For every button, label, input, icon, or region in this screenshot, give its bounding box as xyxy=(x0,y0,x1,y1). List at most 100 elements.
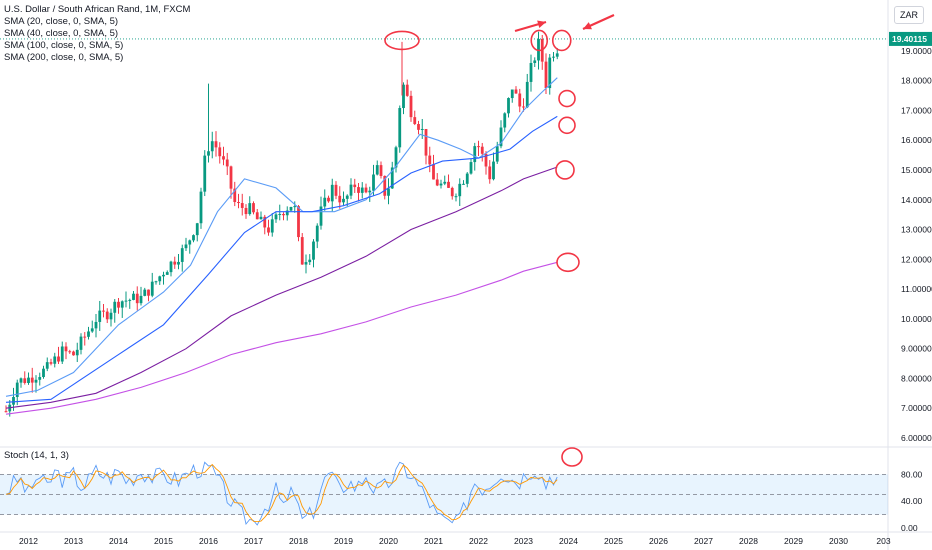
candle-body xyxy=(237,202,240,204)
legend-sma100[interactable]: SMA (100, close, 0, SMA, 5) xyxy=(4,40,124,51)
candle-body xyxy=(53,356,57,364)
candles xyxy=(4,31,559,417)
stoch-d-line[interactable] xyxy=(5,463,558,523)
annotation-arrowhead xyxy=(537,20,546,29)
time-tick-label: 2014 xyxy=(109,536,128,546)
sma100-line[interactable] xyxy=(5,166,558,409)
time-tick-label: 2015 xyxy=(154,536,173,546)
annotation-circle[interactable] xyxy=(558,116,576,135)
stoch-legend[interactable]: Stoch (14, 1, 3) xyxy=(4,450,69,461)
legend-sma200[interactable]: SMA (200, close, 0, SMA, 5) xyxy=(4,52,124,63)
candle-body xyxy=(492,161,495,180)
candle-body xyxy=(102,310,105,312)
candle-body xyxy=(424,128,428,156)
stoch-k-line[interactable] xyxy=(5,461,558,526)
candle-body xyxy=(214,141,218,148)
price-tick-label: 8.00000 xyxy=(901,373,932,383)
drawing-annotations[interactable] xyxy=(384,13,615,467)
last-price-box xyxy=(889,31,932,46)
candle-body xyxy=(225,159,229,167)
currency-badge[interactable]: ZAR xyxy=(894,6,924,24)
candle-body xyxy=(345,195,349,199)
candle-body xyxy=(135,293,139,304)
candle-body xyxy=(184,244,188,249)
time-tick-label: 203 xyxy=(876,536,890,546)
candle-body xyxy=(158,276,162,282)
annotation-circle[interactable] xyxy=(551,29,572,52)
candle-body xyxy=(30,377,34,383)
stoch-tick-label: 40.00 xyxy=(901,496,923,506)
candle-body xyxy=(79,336,83,350)
candle-body xyxy=(330,184,334,202)
candle-body xyxy=(304,262,308,265)
annotation-circle[interactable] xyxy=(384,30,420,51)
candle-body xyxy=(394,147,398,168)
candle-body xyxy=(518,93,522,107)
candle-body xyxy=(484,153,488,167)
candle-body xyxy=(12,396,15,405)
candle-body xyxy=(552,56,555,58)
candle-body xyxy=(555,53,559,57)
candle-body xyxy=(42,368,45,378)
candle-body xyxy=(244,207,248,215)
annotation-circle[interactable] xyxy=(558,89,576,108)
candle-body xyxy=(154,281,158,283)
price-axis[interactable]: 19.00000 18.00000 17.00000 16.00000 15.00000… xyxy=(901,46,932,443)
candle-body xyxy=(297,206,300,238)
candle-body xyxy=(465,173,469,184)
candle-body xyxy=(113,301,117,313)
candle-body xyxy=(413,117,417,125)
candle-body xyxy=(263,216,267,228)
candle-body xyxy=(173,261,177,265)
time-tick-label: 2018 xyxy=(289,536,308,546)
candle-body xyxy=(368,190,372,193)
price-tick-label: 15.00000 xyxy=(901,165,932,175)
candle-body xyxy=(90,328,94,332)
price-tick-label: 12.00000 xyxy=(901,254,932,264)
candle-body xyxy=(147,289,150,296)
annotation-circle[interactable] xyxy=(561,447,583,467)
candle-body xyxy=(447,181,450,188)
sma20-line[interactable] xyxy=(5,77,558,397)
candle-body xyxy=(432,164,435,180)
candle-body xyxy=(375,165,379,175)
candle-body xyxy=(428,155,432,165)
legend-sma20[interactable]: SMA (20, close, 0, SMA, 5) xyxy=(4,16,119,27)
sma200-line[interactable] xyxy=(5,261,558,415)
candle-body xyxy=(402,84,405,109)
candle-body xyxy=(222,156,225,160)
stoch-axis[interactable]: 80.00 40.00 0.00 xyxy=(901,469,923,533)
candle-body xyxy=(252,203,255,213)
candle-body xyxy=(342,198,345,203)
annotation-circle[interactable] xyxy=(556,252,580,273)
time-axis[interactable]: 2012 2013 2014 2015 2016 2017 2018 2019 2020 2021… xyxy=(19,536,891,546)
candle-body xyxy=(372,174,375,191)
sma40-line[interactable] xyxy=(5,115,558,403)
candle-body xyxy=(72,351,75,356)
annotation-circle[interactable] xyxy=(555,160,575,180)
candle-body xyxy=(19,378,23,383)
candle-body xyxy=(49,362,53,364)
candle-body xyxy=(109,312,113,320)
candle-body xyxy=(83,336,87,338)
candle-body xyxy=(529,62,533,82)
candle-body xyxy=(477,146,480,148)
annotation-circle[interactable] xyxy=(530,29,549,52)
candle-body xyxy=(514,89,518,94)
time-tick-label: 2013 xyxy=(64,536,83,546)
legend-sma40[interactable]: SMA (40, close, 0, SMA, 5) xyxy=(4,28,119,39)
candle-body xyxy=(379,165,383,176)
candle-body xyxy=(319,206,323,226)
candle-body xyxy=(169,261,173,273)
candle-body xyxy=(387,188,390,196)
candle-body xyxy=(507,98,510,114)
candle-body xyxy=(312,241,315,260)
candle-body xyxy=(199,191,203,224)
time-tick-label: 2029 xyxy=(784,536,803,546)
candle-body xyxy=(27,377,30,383)
candle-body xyxy=(357,187,360,193)
price-tick-label: 17.00000 xyxy=(901,105,932,115)
candle-body xyxy=(522,106,525,108)
